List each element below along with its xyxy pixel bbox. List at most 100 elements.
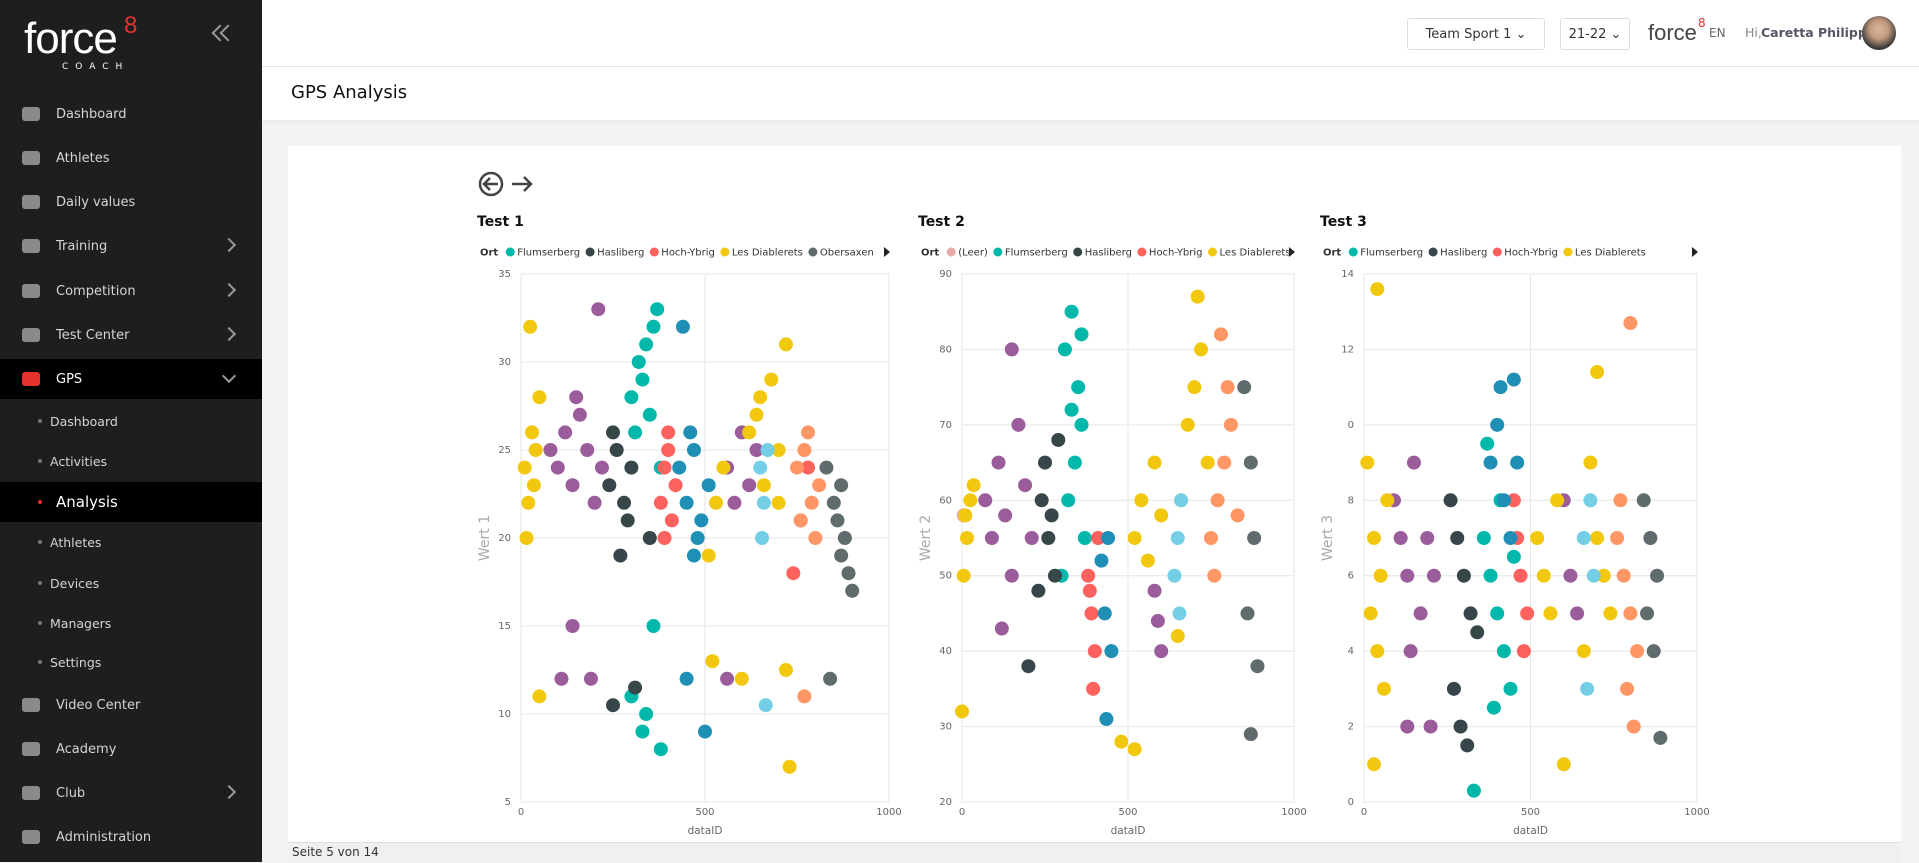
point bbox=[1373, 568, 1388, 583]
point bbox=[525, 425, 540, 440]
season-select[interactable]: 21-22 ⌄ bbox=[1560, 18, 1630, 50]
menu-item[interactable]: Club bbox=[0, 773, 262, 813]
point bbox=[1154, 508, 1169, 523]
point bbox=[532, 689, 547, 704]
point bbox=[1370, 644, 1385, 659]
point bbox=[1187, 380, 1202, 395]
point bbox=[1643, 531, 1658, 545]
menu-item[interactable]: Athletes bbox=[0, 138, 262, 178]
chart-title: Test 1 bbox=[477, 214, 524, 230]
point bbox=[1426, 568, 1441, 583]
point bbox=[1031, 583, 1046, 598]
point bbox=[606, 698, 620, 713]
point bbox=[1170, 629, 1185, 644]
submenu-item[interactable]: Dashboard bbox=[0, 401, 262, 441]
point bbox=[1034, 493, 1049, 508]
point bbox=[635, 372, 650, 387]
menu-item[interactable]: Daily values bbox=[0, 182, 262, 222]
point bbox=[565, 619, 580, 633]
menu-item[interactable]: Test Center bbox=[0, 315, 262, 355]
avatar[interactable] bbox=[1862, 16, 1896, 50]
nav-forward[interactable] bbox=[512, 176, 533, 192]
legend-label: Les Diablerets bbox=[732, 248, 803, 259]
legend-more bbox=[884, 247, 890, 257]
point bbox=[1366, 531, 1381, 545]
point bbox=[797, 689, 812, 704]
point bbox=[1576, 644, 1591, 659]
point bbox=[679, 671, 694, 686]
menu-item[interactable]: Competition bbox=[0, 271, 262, 311]
menu-item[interactable]: GPS bbox=[0, 359, 262, 399]
point bbox=[1018, 478, 1033, 493]
point bbox=[1104, 644, 1119, 659]
language[interactable]: EN bbox=[1709, 26, 1726, 40]
sidebar: force 8 COACH Dashboard Athletes Daily val… bbox=[0, 0, 262, 862]
legend-more bbox=[1289, 247, 1295, 257]
menu-item[interactable]: Dashboard bbox=[0, 94, 262, 134]
point bbox=[1466, 783, 1481, 798]
point bbox=[1243, 727, 1258, 742]
point bbox=[591, 302, 606, 317]
legend-title: Ort bbox=[1323, 248, 1341, 259]
point bbox=[1071, 380, 1086, 395]
point bbox=[550, 460, 565, 475]
submenu-item[interactable]: Analysis bbox=[0, 482, 262, 522]
point bbox=[523, 319, 538, 334]
menu-item[interactable]: Administration bbox=[0, 817, 262, 857]
point bbox=[955, 704, 969, 719]
icon bbox=[22, 372, 40, 386]
menu-item[interactable]: Training bbox=[0, 226, 262, 266]
legend-swatch bbox=[720, 247, 730, 257]
point bbox=[1520, 606, 1535, 621]
point bbox=[642, 531, 657, 545]
point bbox=[1207, 568, 1222, 583]
team-select[interactable]: Team Sport 1 ⌄ bbox=[1407, 18, 1545, 50]
menu-item[interactable]: Academy bbox=[0, 729, 262, 769]
page-title: GPS Analysis bbox=[291, 82, 408, 103]
point bbox=[701, 548, 716, 563]
point bbox=[978, 493, 993, 508]
legend-title: Ort bbox=[480, 248, 498, 259]
legend-label: Hoch-Ybrig bbox=[661, 248, 715, 259]
point bbox=[1486, 700, 1501, 715]
point bbox=[1127, 742, 1142, 757]
point bbox=[1243, 455, 1258, 470]
menu-label: Athletes bbox=[50, 534, 102, 550]
menu-item[interactable]: Video Center bbox=[0, 685, 262, 725]
point bbox=[819, 460, 834, 475]
point bbox=[956, 568, 971, 583]
legend-swatch bbox=[585, 247, 595, 257]
legend-title: Ort bbox=[921, 248, 939, 259]
icon bbox=[22, 328, 40, 342]
user-name[interactable]: Caretta Philipp bbox=[1761, 25, 1867, 40]
point bbox=[1616, 568, 1631, 583]
point bbox=[1140, 553, 1155, 568]
point bbox=[642, 407, 657, 422]
point bbox=[1400, 719, 1415, 734]
chart-title: Test 3 bbox=[1320, 214, 1367, 230]
point bbox=[1064, 402, 1079, 417]
point bbox=[639, 707, 654, 721]
menu-label: Dashboard bbox=[50, 413, 118, 429]
legend-label: Les Diablerets bbox=[1220, 248, 1291, 259]
y-tick-label: 15 bbox=[498, 621, 511, 632]
legend-more bbox=[1692, 247, 1698, 257]
point bbox=[580, 443, 595, 457]
point bbox=[1134, 493, 1149, 508]
point bbox=[1406, 455, 1421, 470]
submenu-item[interactable]: Athletes bbox=[0, 522, 262, 562]
point bbox=[1021, 659, 1036, 674]
submenu-item[interactable]: Managers bbox=[0, 603, 262, 643]
menu-label: Academy bbox=[56, 741, 117, 757]
point bbox=[624, 390, 639, 405]
nav-back[interactable] bbox=[478, 171, 504, 197]
point bbox=[519, 531, 534, 545]
submenu-item[interactable]: Settings bbox=[0, 642, 262, 682]
submenu-item[interactable]: Devices bbox=[0, 563, 262, 603]
point bbox=[1590, 531, 1605, 545]
x-tick-label: 500 bbox=[1118, 807, 1137, 818]
submenu-item[interactable]: Activities bbox=[0, 441, 262, 481]
menu-label: Managers bbox=[50, 615, 112, 631]
point bbox=[694, 513, 709, 528]
point bbox=[1057, 342, 1072, 357]
